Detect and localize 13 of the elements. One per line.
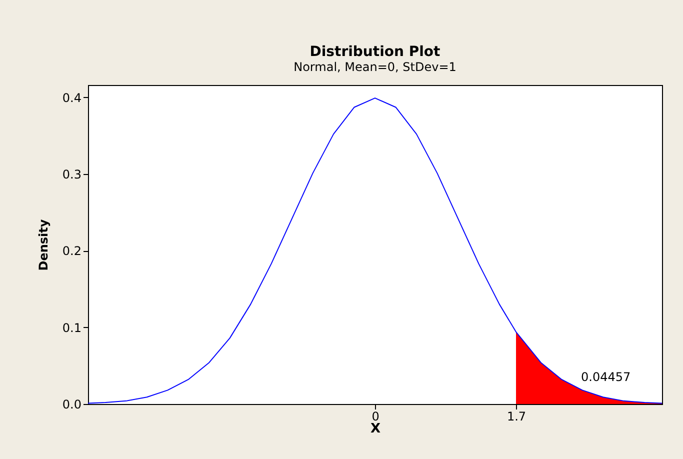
y-tick-label: 0.3: [62, 167, 82, 182]
chart-subtitle: Normal, Mean=0, StDev=1: [294, 60, 456, 74]
y-axis-title: Density: [36, 219, 50, 271]
x-tick-label: 1.7: [506, 410, 526, 424]
chart-title: Distribution Plot: [310, 44, 441, 60]
x-axis-title: X: [370, 422, 381, 436]
line-series: [88, 98, 662, 404]
annotation: 0.04457: [581, 370, 631, 384]
y-tick-label: 0.1: [62, 320, 82, 335]
x-tick-label: 0: [372, 410, 380, 424]
y-tick-label: 0.4: [62, 90, 82, 105]
y-tick-label: 0.0: [62, 398, 82, 412]
y-tick-label: 0.2: [62, 244, 82, 258]
